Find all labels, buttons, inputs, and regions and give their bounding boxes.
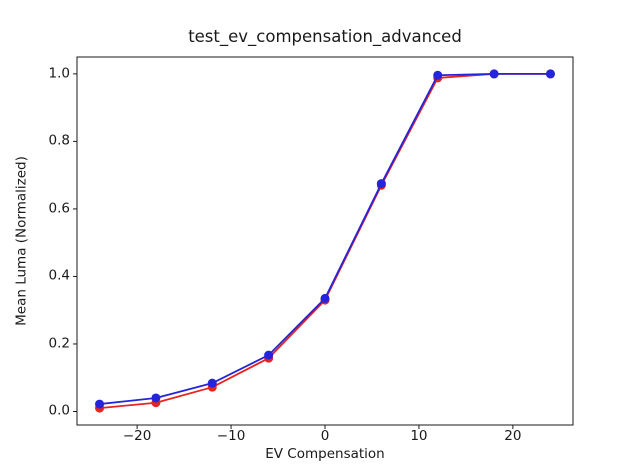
x-axis-label: EV Compensation [265, 446, 385, 462]
series-blue-marker [433, 70, 443, 80]
x-tick-label: 10 [410, 428, 428, 444]
x-tick-label: −20 [122, 428, 152, 444]
series-blue-marker [489, 69, 499, 79]
y-tick-label: 0.6 [48, 200, 70, 217]
axes-spines [76, 56, 574, 426]
series-blue-marker [545, 69, 555, 79]
y-tick-label: 0.8 [48, 132, 70, 149]
x-tick-label: −10 [216, 428, 246, 444]
series-blue-marker [207, 378, 217, 388]
series-blue-marker [376, 179, 386, 189]
y-tick-label: 0.4 [48, 267, 70, 284]
x-tick-label: 0 [320, 428, 330, 444]
series-red-line [99, 72, 551, 410]
y-tick-label: 1.0 [48, 65, 70, 82]
x-tick-label: 20 [504, 428, 522, 444]
series-blue-line [99, 72, 551, 405]
series-blue-marker [320, 293, 330, 303]
series-blue-marker [264, 350, 274, 360]
y-tick-label: 0.2 [48, 335, 70, 352]
chart-title: test_ev_compensation_advanced [188, 27, 462, 46]
series-blue-marker [95, 399, 105, 409]
y-tick-label: 0.0 [48, 402, 70, 419]
series-blue-marker [151, 393, 161, 403]
